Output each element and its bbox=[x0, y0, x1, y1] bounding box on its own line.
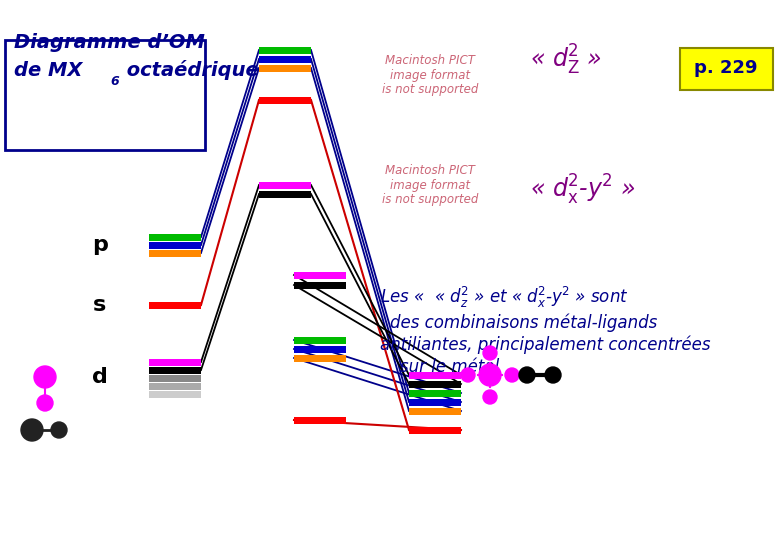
Circle shape bbox=[37, 395, 53, 411]
Text: « d$_{\mathrm{x}}^{\mathrm{2}}$-y$^{\mathrm{2}}$ »: « d$_{\mathrm{x}}^{\mathrm{2}}$-y$^{\mat… bbox=[530, 173, 635, 207]
Text: d: d bbox=[92, 367, 108, 387]
Circle shape bbox=[51, 422, 67, 438]
Circle shape bbox=[34, 366, 56, 388]
Circle shape bbox=[483, 390, 497, 404]
Circle shape bbox=[519, 367, 535, 383]
Bar bbox=[259, 64, 311, 71]
Bar bbox=[259, 46, 311, 53]
Text: p: p bbox=[92, 235, 108, 255]
Circle shape bbox=[483, 346, 497, 360]
Text: Diagramme d’OM: Diagramme d’OM bbox=[14, 33, 205, 52]
Bar bbox=[409, 427, 461, 434]
Bar bbox=[149, 359, 201, 366]
Circle shape bbox=[461, 368, 475, 382]
Bar bbox=[294, 354, 346, 361]
Circle shape bbox=[505, 368, 519, 382]
Bar bbox=[149, 241, 201, 248]
Circle shape bbox=[21, 419, 43, 441]
Text: Macintosh PICT
image format
is not supported: Macintosh PICT image format is not suppo… bbox=[382, 164, 478, 206]
Bar bbox=[5, 40, 205, 150]
Text: Macintosh PICT
image format
is not supported: Macintosh PICT image format is not suppo… bbox=[382, 53, 478, 97]
Bar bbox=[149, 249, 201, 256]
Bar bbox=[149, 233, 201, 240]
Text: octaédrique: octaédrique bbox=[120, 60, 259, 80]
Text: 6: 6 bbox=[110, 75, 119, 88]
Bar bbox=[409, 408, 461, 415]
Bar bbox=[409, 389, 461, 396]
Bar bbox=[259, 191, 311, 198]
Bar bbox=[294, 281, 346, 288]
Bar bbox=[680, 48, 773, 90]
Text: de MX: de MX bbox=[14, 61, 83, 80]
Bar bbox=[409, 372, 461, 379]
Bar bbox=[294, 416, 346, 423]
Bar bbox=[294, 336, 346, 343]
Bar bbox=[294, 346, 346, 353]
Text: Les «  « d$_z^2$ » et « d$_x^2$-y$^2$ » sont: Les « « d$_z^2$ » et « d$_x^2$-y$^2$ » s… bbox=[380, 285, 629, 310]
Circle shape bbox=[479, 364, 501, 386]
Text: des combinaisons métal-ligands: des combinaisons métal-ligands bbox=[390, 314, 658, 332]
Bar bbox=[149, 301, 201, 308]
Circle shape bbox=[545, 367, 561, 383]
Text: p. 229: p. 229 bbox=[694, 59, 757, 77]
Bar bbox=[149, 367, 201, 374]
Bar bbox=[149, 390, 201, 397]
Text: « d$_{\mathrm{Z}}^{\mathrm{2}}$ »: « d$_{\mathrm{Z}}^{\mathrm{2}}$ » bbox=[530, 43, 602, 77]
Bar bbox=[259, 56, 311, 63]
Bar bbox=[294, 272, 346, 279]
Bar bbox=[259, 181, 311, 188]
Text: sur le métal: sur le métal bbox=[400, 358, 499, 376]
Bar bbox=[149, 382, 201, 389]
Text: s: s bbox=[94, 295, 107, 315]
Bar bbox=[149, 375, 201, 381]
Bar bbox=[409, 381, 461, 388]
Bar bbox=[259, 97, 311, 104]
Text: antiliantes, principalement concentrées: antiliantes, principalement concentrées bbox=[380, 335, 711, 354]
Bar bbox=[409, 399, 461, 406]
